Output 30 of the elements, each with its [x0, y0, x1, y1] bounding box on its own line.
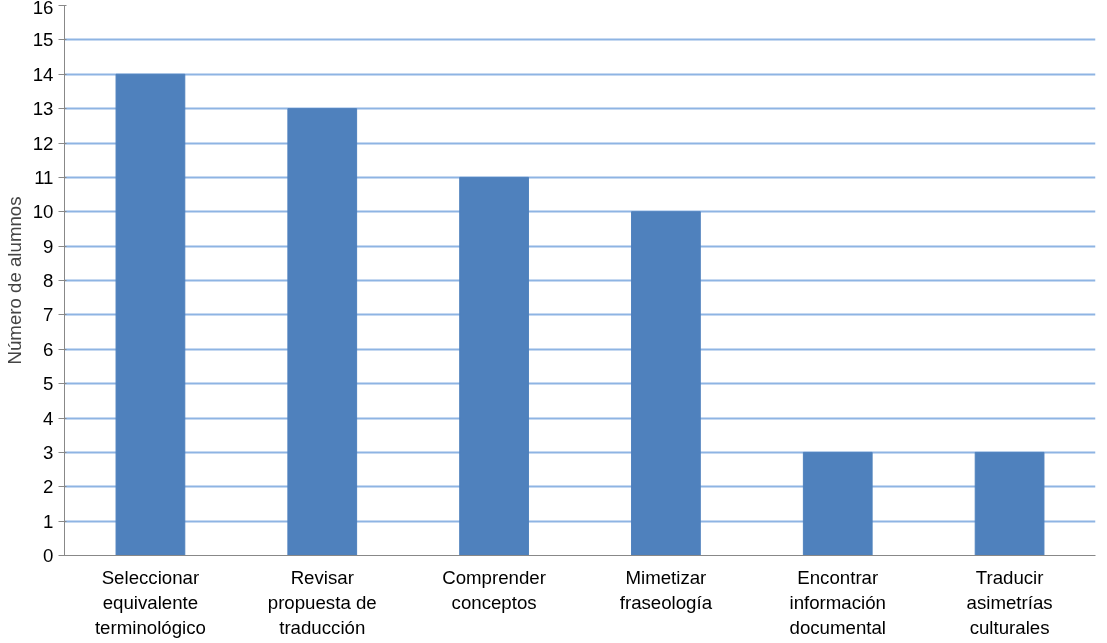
y-axis-title: Número de alumnos: [3, 196, 25, 365]
bar: [974, 451, 1045, 556]
bar: [631, 211, 701, 556]
y-tick-label: 6: [43, 338, 54, 360]
y-tick-label: 13: [32, 98, 54, 120]
y-tick-label: 1: [43, 510, 54, 532]
bar: [287, 108, 358, 556]
y-tick-label: 0: [43, 545, 54, 566]
x-tick-label: Traducir asimetrías culturales: [966, 566, 1053, 638]
bar: [802, 451, 873, 556]
y-tick-label: 14: [32, 63, 54, 85]
y-tick-label: 3: [43, 441, 54, 463]
y-tick-label: 11: [34, 166, 54, 188]
y-tick-label: 2: [43, 476, 54, 498]
x-tick-label: Encontrar información documental: [789, 566, 886, 638]
x-tick-label: Revisar propuesta de traducción: [267, 566, 377, 638]
y-tick-label: 5: [43, 373, 54, 395]
x-tick-label: Comprender conceptos: [442, 566, 546, 613]
y-tick-label: 4: [43, 407, 54, 429]
x-tick-label: Seleccionar equivalente terminológico: [94, 566, 206, 638]
bar: [459, 176, 529, 556]
y-tick-label: 12: [32, 132, 54, 154]
y-tick-label: 15: [32, 29, 54, 51]
bar: [115, 73, 186, 556]
y-tick-label: 7: [43, 304, 54, 326]
y-tick-label: 16: [32, 0, 54, 18]
y-tick-label: 9: [43, 235, 54, 257]
y-tick-label: 10: [32, 201, 54, 223]
y-tick-label: 8: [43, 270, 54, 291]
x-tick-label: Mimetizar fraseología: [619, 566, 713, 613]
